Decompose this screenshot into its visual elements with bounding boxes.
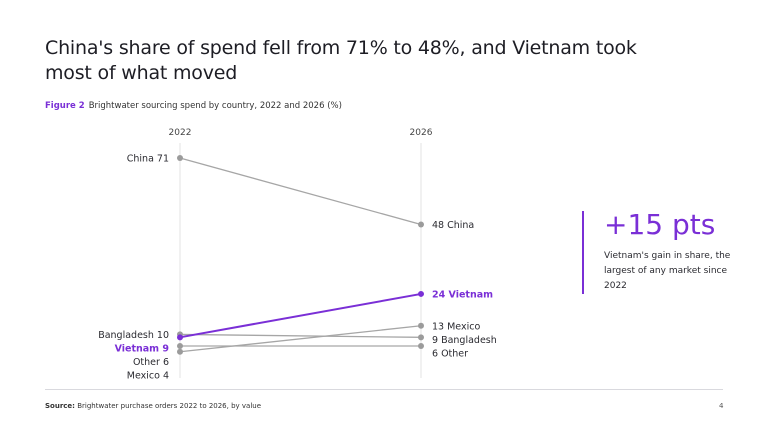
label-2026-other: 6 Other (432, 348, 468, 359)
label-2022-vietnam: Vietnam 9 (115, 343, 169, 354)
label-2026-vietnam: 24 Vietnam (432, 289, 493, 300)
point-2022-china (177, 155, 183, 161)
label-2022-china: China 71 (127, 154, 169, 165)
point-2022-other (177, 343, 183, 349)
figure-label: Figure 2 (45, 101, 85, 111)
source-label: Source: (45, 402, 75, 410)
callout-text: Vietnam's gain in share, the largest of … (604, 251, 731, 291)
label-2022-bangladesh: Bangladesh 10 (98, 330, 169, 341)
source-note: Source: Brightwater purchase orders 2022… (45, 402, 261, 410)
series-line-bangladesh (179, 333, 422, 338)
point-2026-other (418, 343, 424, 349)
label-2026-mexico: 13 Mexico (432, 321, 480, 332)
label-2026-china: 48 China (432, 220, 474, 231)
slide-title: China's share of spend fell from 71% to … (45, 37, 637, 84)
page-number: 4 (719, 402, 724, 410)
point-2026-china (418, 221, 424, 228)
point-2022-mexico (177, 348, 183, 355)
label-2026-bangladesh: 9 Bangladesh (432, 335, 497, 346)
series-line-mexico (179, 325, 422, 353)
point-2026-vietnam (418, 290, 424, 297)
point-2026-mexico (418, 322, 424, 329)
callout-value: +15 pts (604, 208, 716, 241)
footer-divider (45, 389, 723, 390)
point-2022-vietnam (177, 334, 183, 341)
series-line-china (179, 157, 422, 226)
source-text: Brightwater purchase orders 2022 to 2026… (77, 402, 262, 410)
year-label-2022: 2022 (169, 128, 192, 138)
figure-caption-text: Brightwater sourcing spend by country, 2… (88, 101, 342, 111)
year-label-2026: 2026 (410, 128, 433, 138)
label-2022-other: Other 6 (133, 357, 169, 368)
label-2022-mexico: Mexico 4 (127, 370, 169, 381)
series-line-vietnam (179, 292, 422, 339)
callout-accent-bar (582, 211, 584, 294)
point-2026-bangladesh (418, 334, 424, 341)
figure-caption: Figure 2 Brightwater sourcing spend by co… (45, 101, 342, 111)
